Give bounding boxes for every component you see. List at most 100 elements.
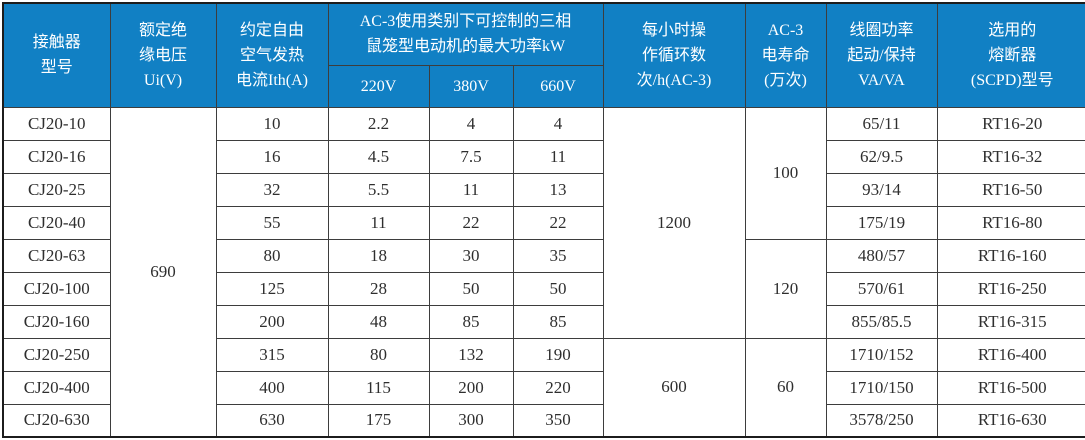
header-cell-model: 接触器 型号 — [2, 2, 111, 108]
header-line: 型号 — [40, 59, 73, 77]
cell-kw660: 11 — [512, 139, 604, 174]
cell-ith: 32 — [215, 172, 329, 207]
cell-kw220: 28 — [327, 271, 430, 306]
table-row: CJ20-160 200 48 85 85 855/85.5 RT16-315 — [2, 304, 1085, 339]
cell-kw660: 350 — [512, 403, 604, 438]
header-cell-insulation-voltage: 额定绝 缘电压 Ui(V) — [109, 2, 217, 108]
cell-fuse: RT16-32 — [936, 139, 1085, 174]
cell-fuse: RT16-20 — [936, 106, 1085, 141]
cell-coil: 480/57 — [825, 238, 938, 273]
cell-model: CJ20-25 — [2, 172, 111, 207]
cell-kw660: 35 — [512, 238, 604, 273]
cell-kw220: 48 — [327, 304, 430, 339]
cell-coil: 93/14 — [825, 172, 938, 207]
header-row-2: 220V 380V 660V — [3, 64, 1085, 108]
cell-ith: 80 — [215, 238, 329, 273]
cell-kw660: 50 — [512, 271, 604, 306]
cell-kw380: 132 — [428, 337, 514, 372]
cell-fuse: RT16-400 — [936, 337, 1085, 372]
header-cell-thermal-current: 约定自由 空气发热 电流Ith(A) — [215, 2, 329, 108]
header-line: 缘电压 — [138, 46, 187, 64]
cell-kw220: 11 — [327, 205, 430, 240]
cell-kw660: 13 — [512, 172, 604, 207]
header-line: 约定自由 — [239, 21, 304, 39]
table-row: CJ20-10 690 10 2.2 4 4 1200 100 65/11 RT… — [2, 106, 1085, 438]
header-line: 电寿命 — [761, 46, 810, 64]
cell-kw220: 80 — [327, 337, 430, 372]
cell-kw220: 5.5 — [327, 172, 430, 207]
header-line: 接触器 — [32, 34, 81, 52]
cell-model: CJ20-400 — [2, 370, 111, 405]
header-line: 空气发热 — [239, 46, 304, 64]
header-line: (万次) — [764, 71, 807, 89]
cell-model: CJ20-250 — [2, 337, 111, 372]
header-line: 选用的 — [988, 21, 1037, 39]
cell-model: CJ20-16 — [2, 139, 111, 174]
cell-coil: 1710/152 — [825, 337, 938, 372]
cell-kw660: 220 — [512, 370, 604, 405]
cell-model: CJ20-63 — [2, 238, 111, 273]
cell-coil: 855/85.5 — [825, 304, 938, 339]
cell-kw380: 300 — [428, 403, 514, 438]
header-row-1: 接触器 型号 额定绝 缘电压 Ui(V) 约定自由 空气发热 电流Ith(A) … — [2, 2, 1085, 108]
header-cell-coil-power: 线圈功率 起动/保持 VA/VA — [825, 2, 938, 108]
cell-coil: 3578/250 — [825, 403, 938, 438]
table-body: CJ20-10 690 10 2.2 4 4 1200 100 65/11 RT… — [2, 106, 1085, 438]
cell-coil: 175/19 — [825, 205, 938, 240]
header-line: 鼠笼型电动机的最大功率kW — [365, 38, 566, 56]
cell-ith: 125 — [215, 271, 329, 306]
cell-cycles-merged: 1200 — [602, 106, 746, 339]
cell-model: CJ20-160 — [2, 304, 111, 339]
cell-fuse: RT16-160 — [936, 238, 1085, 273]
cell-coil: 1710/150 — [825, 370, 938, 405]
cell-kw660: 190 — [512, 337, 604, 372]
table-row: CJ20-400 400 115 200 220 1710/150 RT16-5… — [2, 370, 1085, 405]
cell-model: CJ20-630 — [2, 403, 111, 438]
cell-life-merged: 60 — [744, 337, 827, 438]
header-line: (SCPD)型号 — [970, 71, 1054, 89]
cell-kw380: 11 — [428, 172, 514, 207]
table-row: CJ20-25 32 5.5 11 13 93/14 RT16-50 — [2, 172, 1085, 207]
cell-ith: 315 — [215, 337, 329, 372]
cell-kw660: 85 — [512, 304, 604, 339]
cell-kw660: 4 — [512, 106, 604, 141]
cell-coil: 65/11 — [825, 106, 938, 141]
cell-ith: 400 — [215, 370, 329, 405]
cell-kw380: 7.5 — [428, 139, 514, 174]
cell-model: CJ20-100 — [2, 271, 111, 306]
table-row: CJ20-16 16 4.5 7.5 11 62/9.5 RT16-32 — [2, 139, 1085, 174]
cell-ith: 16 — [215, 139, 329, 174]
table-row: CJ20-630 630 175 300 350 3578/250 RT16-6… — [2, 403, 1085, 438]
cell-ith: 10 — [215, 106, 329, 141]
cell-kw220: 18 — [327, 238, 430, 273]
cell-fuse: RT16-250 — [936, 271, 1085, 306]
cell-kw220: 115 — [327, 370, 430, 405]
header-line: Ui(V) — [143, 71, 183, 89]
header-line: 作循环数 — [641, 46, 706, 64]
header-cell-max-power-group: AC-3使用类别下可控制的三相 鼠笼型电动机的最大功率kW — [327, 2, 604, 66]
header-cell-380v: 380V — [428, 64, 514, 108]
header-line: VA/VA — [858, 71, 905, 89]
cell-coil: 62/9.5 — [825, 139, 938, 174]
header-cell-fuse-type: 选用的 熔断器 (SCPD)型号 — [936, 2, 1085, 108]
header-cell-operating-cycles: 每小时操 作循环数 次/h(AC-3) — [602, 2, 746, 108]
header-line: 线圈功率 — [849, 21, 914, 39]
table-row: CJ20-250 315 80 132 190 600 60 1710/152 … — [2, 337, 1085, 438]
header-line: 次/h(AC-3) — [636, 71, 712, 89]
header-line: 额定绝 — [138, 21, 187, 39]
header-line: AC-3 — [767, 21, 804, 39]
header-cell-660v: 660V — [512, 64, 604, 108]
header-cell-electrical-life: AC-3 电寿命 (万次) — [744, 2, 827, 108]
cell-kw220: 2.2 — [327, 106, 430, 141]
cell-ith: 55 — [215, 205, 329, 240]
cell-kw380: 30 — [428, 238, 514, 273]
cell-kw220: 175 — [327, 403, 430, 438]
cell-fuse: RT16-315 — [936, 304, 1085, 339]
cell-ui-merged: 690 — [109, 106, 217, 438]
cell-life-merged: 100 — [744, 106, 827, 240]
cell-kw380: 85 — [428, 304, 514, 339]
table-header: 接触器 型号 额定绝 缘电压 Ui(V) 约定自由 空气发热 电流Ith(A) … — [2, 2, 1085, 108]
cell-fuse: RT16-80 — [936, 205, 1085, 240]
